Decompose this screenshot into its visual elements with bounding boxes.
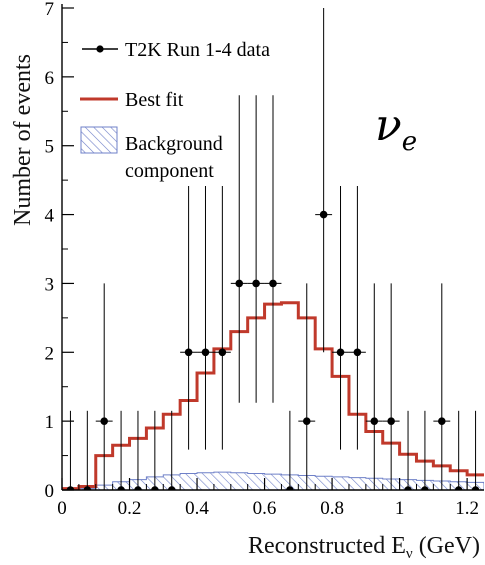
data-point-marker <box>252 279 260 288</box>
data-point-marker <box>302 417 311 425</box>
data-point-marker <box>370 417 379 425</box>
y-tick-label: 6 <box>45 68 55 89</box>
y-tick-label: 4 <box>45 206 55 227</box>
data-point <box>467 410 484 490</box>
data-point <box>416 410 434 490</box>
x-tick-label: 0.2 <box>118 498 142 519</box>
data-point <box>264 95 282 403</box>
data-point <box>146 410 164 490</box>
background-component-area <box>62 471 484 490</box>
data-point-marker <box>184 348 193 357</box>
y-tick-label: 1 <box>45 412 55 433</box>
x-tick-label: 0.6 <box>253 498 277 519</box>
x-axis-title: Reconstructed Eν (GeV) <box>248 533 480 562</box>
x-ticks: 0 0.2 0.4 0.6 0.8 1 1.2 <box>57 478 479 519</box>
data-point <box>112 410 130 490</box>
data-point <box>399 410 417 490</box>
data-point <box>197 186 214 450</box>
data-point-marker <box>471 486 480 490</box>
legend-label-best-fit: Best fit <box>125 89 184 111</box>
background-layer <box>62 471 484 490</box>
data-point <box>95 283 113 490</box>
x-axis-title-sub: ν <box>406 546 413 562</box>
nu-e-annotation-main: ν <box>375 100 402 151</box>
legend-label-data: T2K Run 1-4 data <box>125 39 270 61</box>
y-tick-label: 0 <box>45 481 55 502</box>
x-tick-label: 1 <box>395 498 405 519</box>
x-axis-title-main: Reconstructed E <box>248 533 406 559</box>
data-point-marker <box>117 486 125 490</box>
legend-entry-background: Background component <box>80 126 223 182</box>
x-axis-title-unit: (GeV) <box>413 533 480 559</box>
data-point-marker <box>151 486 159 490</box>
data-point-marker <box>454 486 463 490</box>
data-point <box>332 186 349 450</box>
legend-label-background-line: component <box>125 160 214 182</box>
y-tick-label: 7 <box>45 0 55 20</box>
legend: T2K Run 1-4 data Best fit Background comp… <box>80 39 270 182</box>
data-point <box>433 283 451 490</box>
data-point-marker <box>438 417 446 425</box>
data-point-marker <box>404 486 412 490</box>
nu-e-annotation-sub: e <box>402 127 417 157</box>
data-point-marker <box>353 348 362 357</box>
data-point <box>78 410 96 490</box>
data-point <box>298 283 316 490</box>
data-point <box>180 186 198 450</box>
y-ticks: 0 1 2 3 4 5 6 7 <box>45 0 74 502</box>
data-point <box>382 283 400 490</box>
x-tick-label: 1.2 <box>455 498 479 519</box>
legend-entry-data: T2K Run 1-4 data <box>82 39 270 61</box>
data-point <box>315 8 333 353</box>
data-layer <box>62 8 484 490</box>
x-tick-label: 0 <box>57 498 67 519</box>
y-tick-label: 2 <box>45 343 55 364</box>
data-point-marker <box>66 486 75 490</box>
data-point-marker <box>269 279 277 288</box>
legend-label-background: Background component <box>125 133 223 182</box>
data-point <box>62 410 79 490</box>
data-point <box>163 410 181 490</box>
data-point <box>281 410 299 490</box>
data-point-marker <box>286 486 294 490</box>
y-axis-title: Number of events <box>10 54 36 226</box>
data-point-marker <box>387 417 395 425</box>
data-point <box>365 283 383 490</box>
data-point-marker <box>218 348 227 357</box>
y-tick-label: 5 <box>45 137 55 158</box>
data-point-marker <box>201 348 210 357</box>
x-tick-label: 0.4 <box>185 498 209 519</box>
data-point <box>213 186 231 450</box>
data-point <box>348 186 366 450</box>
data-point-marker <box>83 486 92 490</box>
data-point-marker <box>421 486 429 490</box>
data-point-marker <box>134 486 142 490</box>
data-point-marker <box>167 486 176 490</box>
axes <box>61 4 484 491</box>
data-point-marker <box>319 210 328 219</box>
data-point-marker <box>336 348 345 357</box>
data-point-marker <box>235 279 244 288</box>
legend-entry-best-fit: Best fit <box>80 89 184 111</box>
data-point-marker <box>100 417 108 425</box>
legend-label-background-line: Background <box>125 133 223 155</box>
data-point <box>450 410 468 490</box>
data-point <box>247 95 265 403</box>
nu-e-annotation: νe <box>375 100 417 157</box>
y-tick-label: 3 <box>45 274 55 295</box>
data-point <box>230 95 248 403</box>
data-point <box>129 410 147 490</box>
x-tick-label: 0.8 <box>320 498 344 519</box>
